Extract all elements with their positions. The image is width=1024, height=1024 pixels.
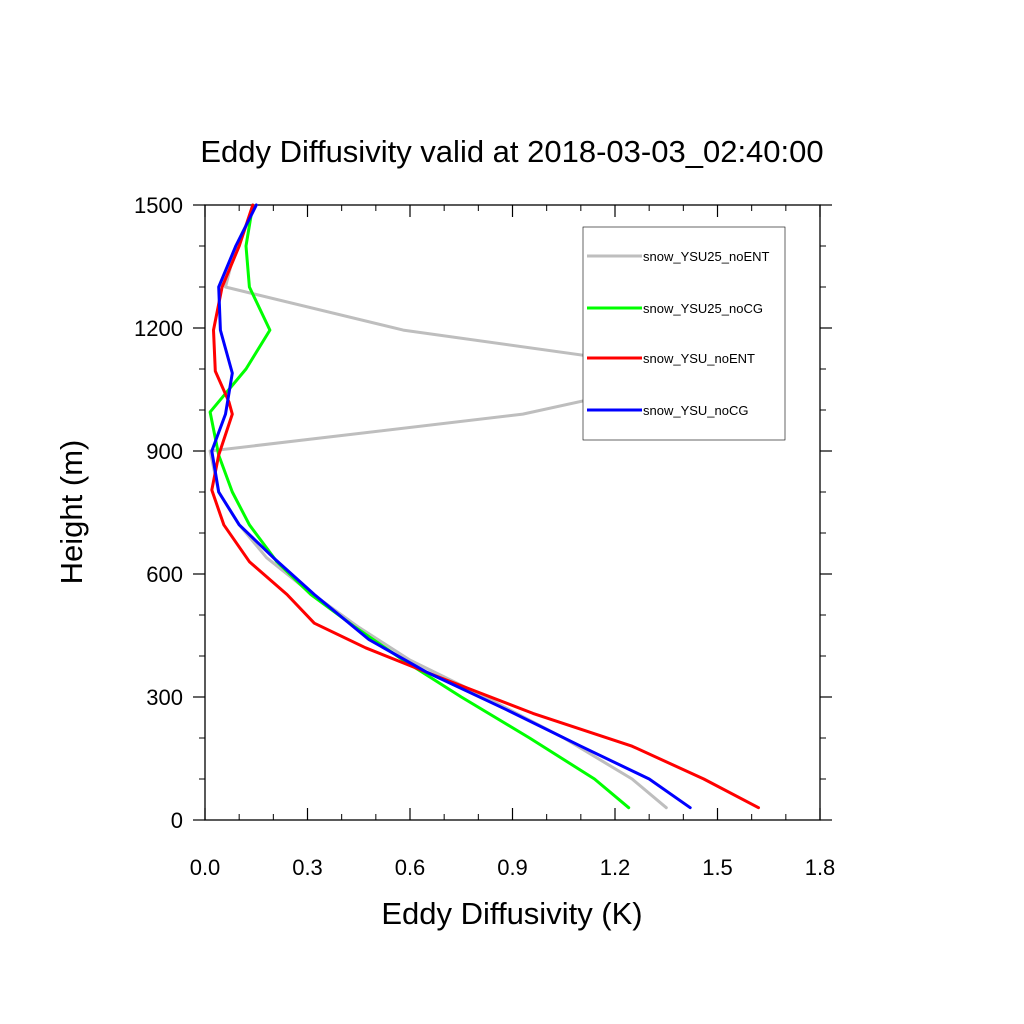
legend-label: snow_YSU_noCG (643, 403, 749, 418)
y-axis: 0 300 600 900 1200 1500 (134, 193, 832, 833)
y-tick-label: 600 (146, 562, 183, 587)
legend-label: snow_YSU25_noCG (643, 301, 763, 316)
y-tick-label: 0 (171, 808, 183, 833)
y-tick-label: 300 (146, 685, 183, 710)
x-tick-label: 1.5 (702, 855, 733, 880)
x-tick-label: 1.8 (805, 855, 836, 880)
y-axis-label: Height (m) (54, 440, 89, 585)
x-tick-label: 0.6 (395, 855, 426, 880)
x-axis-label: Eddy Diffusivity (K) (381, 896, 642, 931)
series-layer (208, 203, 760, 810)
legend-box (582, 226, 786, 441)
legend-label: snow_YSU_noENT (643, 351, 755, 366)
series-line-snow_YSU_noENT (210, 203, 760, 810)
x-tick-label: 0.9 (497, 855, 528, 880)
x-tick-label: 0.0 (190, 855, 221, 880)
legend: snow_YSU25_noENT snow_YSU25_noCG snow_YSU_… (582, 226, 786, 441)
y-tick-label: 1500 (134, 193, 183, 218)
legend-label: snow_YSU25_noENT (643, 249, 770, 264)
series-line-snow_YSU_noCG (210, 203, 692, 810)
y-tick-label: 900 (146, 439, 183, 464)
series-line-snow_YSU25_noCG (208, 203, 631, 810)
x-axis: 0.0 0.3 0.6 0.9 1.2 1.5 1.8 (190, 205, 836, 880)
x-tick-label: 1.2 (600, 855, 631, 880)
x-tick-label: 0.3 (292, 855, 323, 880)
y-tick-label: 1200 (134, 316, 183, 341)
chart-title: Eddy Diffusivity valid at 2018-03-03_02:… (200, 134, 823, 169)
